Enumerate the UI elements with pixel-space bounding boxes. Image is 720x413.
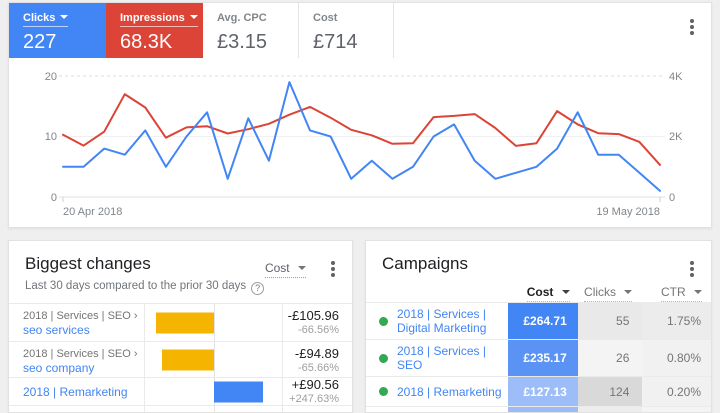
change-bar — [155, 312, 214, 333]
ctr-cell: 0.80% — [642, 340, 711, 376]
change-row-clipped — [9, 405, 352, 412]
change-value: -£105.96 — [287, 308, 339, 323]
campaign-link[interactable]: 2018 | Remarketing — [23, 384, 128, 399]
sort-header-cost[interactable]: Cost — [508, 285, 578, 302]
right-axis-tick: 4K — [669, 71, 683, 83]
right-axis-tick: 2K — [669, 131, 683, 143]
overview-chart-card: Clicks 227 Impressions 68.3K Avg. CPC £3… — [8, 2, 712, 228]
cost-cell: £264.71 — [508, 303, 578, 339]
cost-cell: £235.17 — [508, 340, 578, 376]
campaign-link[interactable]: seo company — [23, 361, 95, 375]
scorecard-clicks-label: Clicks — [23, 12, 106, 27]
metric-selector-dropdown[interactable]: Cost — [264, 261, 306, 278]
dropdown-arrow-icon — [189, 15, 198, 19]
biggest-changes-subtitle: Last 30 days compared to the prior 30 da… — [25, 280, 265, 295]
kebab-menu-icon — [331, 261, 335, 265]
ctr-cell: 0.20% — [642, 377, 711, 406]
ctr-cell: 1.75% — [642, 303, 711, 339]
change-value: -£94.89 — [294, 346, 339, 361]
status-enabled-icon — [379, 316, 388, 326]
campaign-link[interactable]: seo services — [23, 323, 90, 337]
change-percent: +247.63% — [289, 392, 339, 405]
biggest-changes-table: 2018 | Services | SEO › seo services -£1… — [9, 303, 352, 412]
status-enabled-icon — [379, 353, 388, 363]
impressions-line — [62, 93, 661, 166]
scorecard-impressions-value: 68.3K — [120, 31, 173, 53]
biggest-changes-menu-button[interactable] — [326, 258, 340, 280]
change-percent: -65.66% — [298, 362, 339, 374]
campaigns-card: Campaigns Cost Clicks CTR 2018 | Service… — [365, 240, 712, 413]
campaign-link[interactable]: 2018 | Services | Digital Marketing — [397, 307, 487, 335]
left-axis-tick: 20 — [45, 71, 57, 83]
scorecard-clicks[interactable]: Clicks 227 — [9, 3, 106, 58]
campaigns-header-row: Cost Clicks CTR — [366, 285, 711, 302]
scorecard-impressions[interactable]: Impressions 68.3K — [106, 3, 203, 58]
left-axis-tick: 10 — [45, 131, 57, 143]
change-bar — [213, 381, 264, 402]
scorecard-impressions-label: Impressions — [120, 12, 203, 27]
biggest-changes-card: Biggest changes Last 30 days compared to… — [8, 240, 353, 413]
campaign-row: 2018 | Services | SEO £235.17 26 0.80% — [366, 339, 711, 376]
scorecard-row: Clicks 227 Impressions 68.3K Avg. CPC £3… — [9, 3, 711, 58]
status-enabled-icon — [379, 387, 388, 396]
scorecard-avg-cpc[interactable]: Avg. CPC £3.15 — [203, 3, 298, 58]
campaign-row: 2018 | Remarketing £127.13 124 0.20% — [366, 376, 711, 406]
scorecard-cost-value: £714 — [313, 31, 358, 53]
clicks-line — [62, 81, 661, 192]
cost-cell: £127.13 — [508, 377, 578, 406]
campaign-path: 2018 | Services | SEO › — [23, 310, 138, 322]
sort-header-ctr[interactable]: CTR — [642, 285, 711, 302]
scorecard-cost[interactable]: Cost £714 — [298, 3, 394, 58]
kebab-menu-icon — [690, 261, 694, 265]
change-percent: -66.56% — [298, 324, 339, 336]
chart-card-menu-button[interactable] — [685, 16, 699, 38]
campaign-link[interactable]: 2018 | Services | SEO — [397, 344, 486, 372]
clicks-cell: 55 — [577, 303, 643, 339]
campaign-link[interactable]: 2018 | Remarketing — [397, 384, 502, 399]
scorecard-avg-cpc-value: £3.15 — [217, 31, 268, 53]
clicks-cell: 124 — [577, 377, 643, 406]
campaigns-title: Campaigns — [382, 254, 468, 273]
change-value: +£90.56 — [291, 376, 339, 392]
x-axis-end-date: 19 May 2018 — [596, 206, 660, 218]
sort-arrow-icon — [561, 290, 570, 294]
sort-header-clicks[interactable]: Clicks — [578, 285, 643, 302]
scorecard-avg-cpc-label: Avg. CPC — [217, 12, 267, 24]
scorecard-cost-label: Cost — [313, 12, 338, 24]
x-axis-start-date: 20 Apr 2018 — [63, 206, 122, 218]
campaigns-table: 2018 | Services | Digital Marketing £264… — [366, 302, 711, 412]
kebab-menu-icon — [690, 19, 694, 23]
biggest-changes-title: Biggest changes — [25, 254, 151, 273]
change-bar — [161, 349, 214, 370]
campaign-path: 2018 | Services | SEO › — [23, 348, 138, 360]
change-row: 2018 | Services | SEO › seo services -£1… — [9, 303, 352, 341]
campaign-row-clipped — [366, 406, 711, 412]
left-axis-tick: 0 — [51, 192, 57, 204]
clicks-cell: 26 — [577, 340, 643, 376]
right-axis-tick: 0 — [669, 192, 675, 204]
dropdown-arrow-icon — [60, 15, 69, 19]
change-row: 2018 | Remarketing +£90.56 +247.63% — [9, 377, 352, 405]
campaign-row: 2018 | Services | Digital Marketing £264… — [366, 302, 711, 339]
scorecard-clicks-value: 227 — [23, 31, 57, 53]
dropdown-arrow-icon — [298, 266, 306, 270]
help-icon[interactable]: ? — [251, 282, 265, 295]
change-row: 2018 | Services | SEO › seo company -£94… — [9, 341, 352, 377]
performance-line-chart: 20 10 0 4K 2K 0 20 Apr 2018 19 May 2018 — [45, 71, 683, 218]
sort-arrow-icon — [624, 290, 633, 294]
sort-arrow-icon — [694, 290, 702, 294]
campaigns-menu-button[interactable] — [685, 258, 699, 280]
